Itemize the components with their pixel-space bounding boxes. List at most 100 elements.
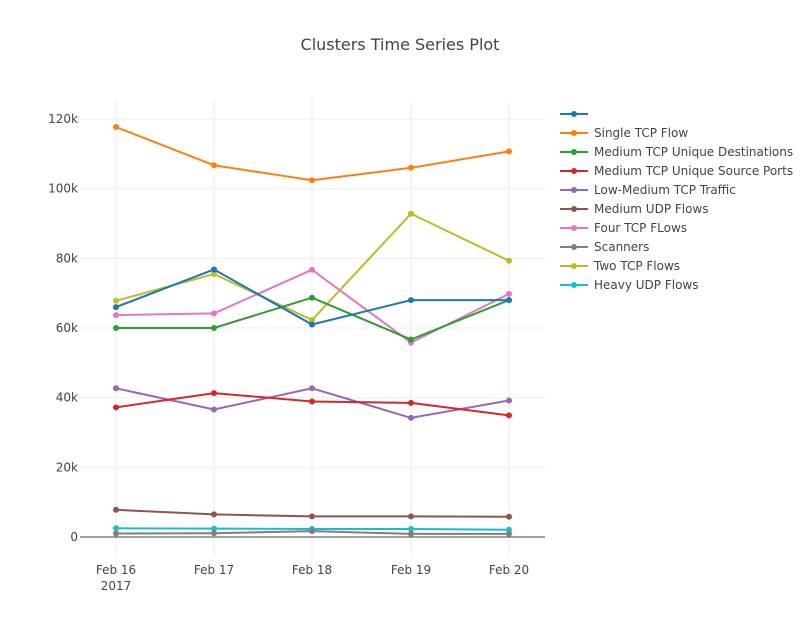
data-point (408, 164, 414, 171)
data-point (211, 525, 217, 532)
legend-label: Medium TCP Unique Source Ports (594, 164, 793, 178)
legend-swatch-marker (571, 168, 577, 174)
data-point (309, 528, 315, 535)
y-tick-label: 80k (56, 251, 78, 265)
legend-label: Two TCP Flows (593, 259, 680, 273)
gridlines (80, 100, 545, 557)
data-point (506, 526, 512, 533)
data-point (309, 177, 315, 184)
data-point (506, 412, 512, 419)
legend-label: Medium UDP Flows (594, 202, 709, 216)
data-point (211, 530, 217, 537)
x-tick-label: Feb 17 (194, 563, 234, 577)
legend-swatch-marker (571, 282, 577, 288)
series-lines (113, 124, 512, 537)
legend-label: Single TCP Flow (594, 126, 688, 140)
y-tick-label: 20k (56, 460, 78, 474)
data-point (408, 399, 414, 406)
legend-label: Low-Medium TCP Traffic (594, 183, 736, 197)
data-point (211, 511, 217, 518)
data-point (211, 162, 217, 169)
x-tick-label: Feb 19 (391, 563, 431, 577)
data-point (309, 266, 315, 273)
series-0 (113, 266, 512, 328)
legend-item[interactable]: Two TCP Flows (560, 259, 680, 273)
data-point (309, 513, 315, 520)
x-tick-label: Feb 16 (96, 563, 136, 577)
data-point (506, 290, 512, 297)
data-point (113, 404, 119, 411)
legend-label: Four TCP FLows (594, 221, 687, 235)
data-point (408, 530, 414, 537)
data-point (113, 525, 119, 532)
y-tick-label: 0 (70, 530, 78, 544)
chart-title: Clusters Time Series Plot (301, 35, 500, 54)
data-point (113, 304, 119, 311)
legend-item[interactable]: Single TCP Flow (560, 126, 688, 140)
legend-swatch-marker (571, 244, 577, 250)
x-tick-sublabel: 2017 (101, 579, 132, 593)
data-point (211, 266, 217, 273)
y-tick-label: 100k (48, 182, 78, 196)
legend-item[interactable]: Medium UDP Flows (560, 202, 709, 216)
series-3 (113, 390, 512, 419)
legend-swatch-marker (571, 206, 577, 212)
data-point (506, 148, 512, 155)
data-point (309, 385, 315, 392)
data-point (211, 325, 217, 331)
legend-item[interactable]: Low-Medium TCP Traffic (560, 183, 736, 197)
legend-swatch-marker (571, 111, 577, 117)
data-point (113, 297, 119, 304)
y-tick-label: 40k (56, 391, 78, 405)
data-point (211, 406, 217, 413)
x-tick-label: Feb 20 (489, 563, 529, 577)
data-point (113, 530, 119, 537)
data-point (408, 336, 414, 343)
data-point (408, 297, 414, 304)
legend-item[interactable]: Medium TCP Unique Source Ports (560, 164, 793, 178)
series-4 (113, 385, 512, 421)
data-point (408, 513, 414, 520)
data-point (506, 297, 512, 304)
legend-item[interactable]: Scanners (560, 240, 649, 254)
data-point (408, 414, 414, 421)
y-tick-label: 120k (48, 112, 78, 126)
legend-item[interactable]: Medium TCP Unique Destinations (560, 145, 793, 159)
legend-label: Scanners (594, 240, 649, 254)
data-point (309, 321, 315, 328)
data-point (309, 317, 315, 323)
series-2 (113, 294, 512, 343)
data-point (309, 294, 315, 301)
data-point (211, 271, 217, 277)
series-1 (113, 124, 512, 184)
legend-swatch-marker (571, 187, 577, 193)
legend-label: Medium TCP Unique Destinations (594, 145, 793, 159)
legend-item[interactable] (560, 111, 588, 117)
legend-label: Heavy UDP Flows (594, 278, 699, 292)
legend[interactable]: Single TCP Flow Medium TCP Unique Destina… (560, 111, 793, 292)
legend-swatch-marker (571, 225, 577, 231)
legend-swatch-marker (571, 149, 577, 155)
series-7 (113, 528, 512, 537)
x-axis: Feb 16 2017 Feb 17 Feb 18 Feb 19 Feb 20 (96, 563, 529, 593)
data-point (113, 312, 119, 319)
data-point (309, 398, 315, 405)
series-5 (113, 506, 512, 520)
legend-item[interactable]: Heavy UDP Flows (560, 278, 699, 292)
data-point (506, 397, 512, 404)
data-point (211, 390, 217, 397)
data-point (506, 530, 512, 537)
legend-swatch-marker (571, 130, 577, 136)
data-point (408, 210, 414, 217)
legend-item[interactable]: Four TCP FLows (560, 221, 687, 235)
data-point (506, 257, 512, 264)
legend-swatch-marker (571, 263, 577, 269)
data-point (408, 526, 414, 532)
y-axis: 0 20k 40k 60k 80k 100k 120k (48, 112, 78, 544)
data-point (113, 124, 119, 130)
data-point (211, 310, 217, 317)
data-point (506, 513, 512, 520)
y-tick-label: 60k (56, 321, 78, 335)
